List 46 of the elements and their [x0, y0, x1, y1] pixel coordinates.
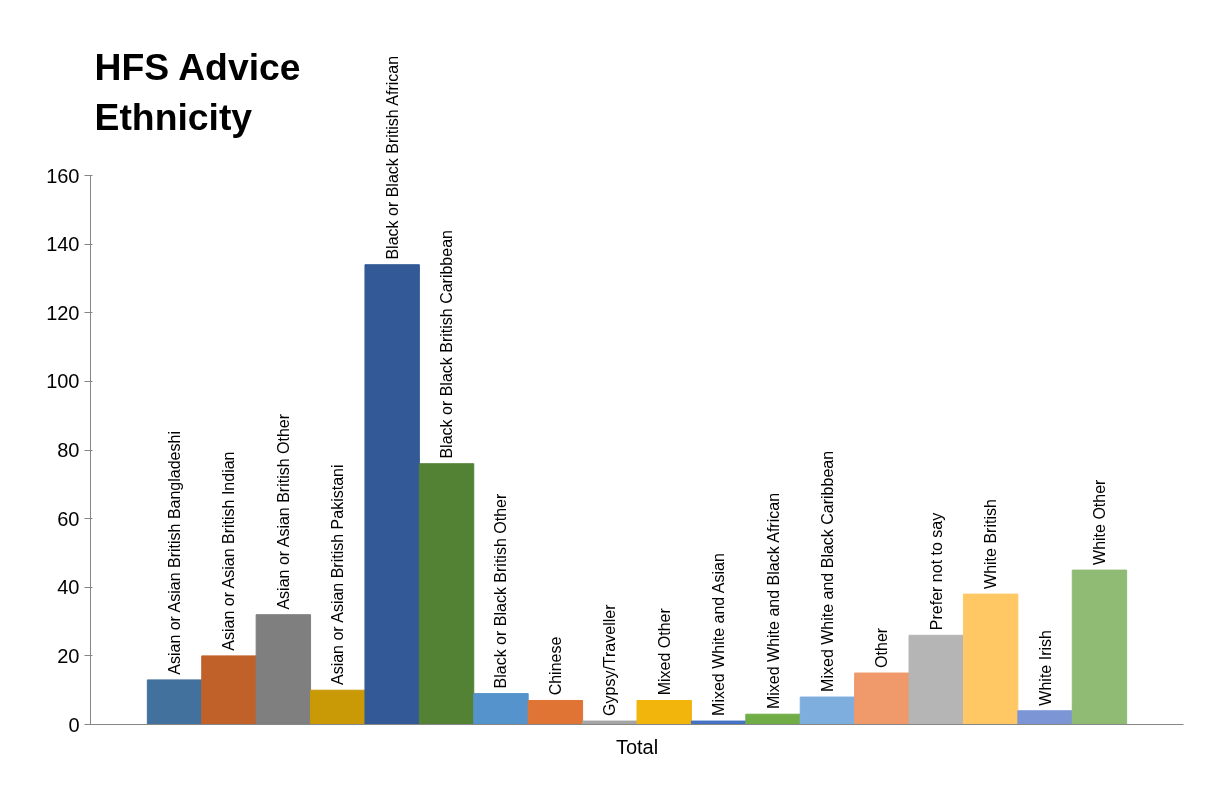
bar — [908, 634, 964, 725]
text: White Other — [1090, 478, 1108, 565]
text: Mixed White and Black African — [764, 492, 782, 710]
y-tick-label: 160 — [46, 164, 80, 187]
text: Asian or Asian British Indian — [220, 451, 238, 651]
bar — [201, 655, 257, 725]
bar — [690, 720, 747, 725]
text: White Irish — [1036, 630, 1054, 706]
bar — [310, 689, 366, 725]
bar — [962, 593, 1019, 725]
text: Black or Black British Caribbean — [438, 230, 456, 459]
y-tick-label: 100 — [46, 370, 80, 393]
bar — [854, 672, 910, 725]
y-tick-label: 60 — [57, 507, 80, 530]
y-tick-label: 140 — [46, 233, 80, 256]
y-tick-label: 80 — [57, 439, 80, 461]
text: Asian or Asian British Other — [274, 413, 292, 610]
bar — [636, 699, 692, 725]
text: Prefer not to say — [927, 512, 945, 631]
text: Asian or Asian British Pakistani — [329, 464, 347, 686]
text: Gypsy/Traveller — [601, 603, 619, 716]
chart-title: HFS Advice Ethnicity — [94, 45, 301, 138]
text: Asian or Asian British Bangladeshi — [166, 431, 184, 675]
y-tick-label: 0 — [68, 713, 80, 736]
bar — [418, 463, 475, 725]
bar — [527, 699, 584, 725]
y-tick-label: 40 — [57, 576, 80, 599]
text: Chinese — [546, 636, 564, 696]
text: Mixed White and Black Caribbean — [818, 450, 836, 692]
bar — [1017, 710, 1073, 725]
text: Black or Black British African — [383, 55, 401, 260]
bar — [799, 696, 856, 725]
x-tick-label: Total — [615, 735, 659, 758]
text: White British — [982, 499, 1000, 589]
text: Mixed White and Asian — [710, 553, 728, 716]
bar — [364, 264, 420, 725]
text: Black or Black British Other — [492, 493, 510, 689]
bar — [473, 693, 529, 725]
text: Other — [873, 627, 891, 668]
bar — [745, 713, 801, 725]
y-tick-label: 20 — [57, 644, 80, 667]
bar — [1071, 569, 1128, 725]
bar — [582, 720, 638, 725]
text: Mixed Other — [655, 607, 673, 696]
y-tick-label: 120 — [46, 301, 80, 324]
bar — [146, 679, 203, 725]
